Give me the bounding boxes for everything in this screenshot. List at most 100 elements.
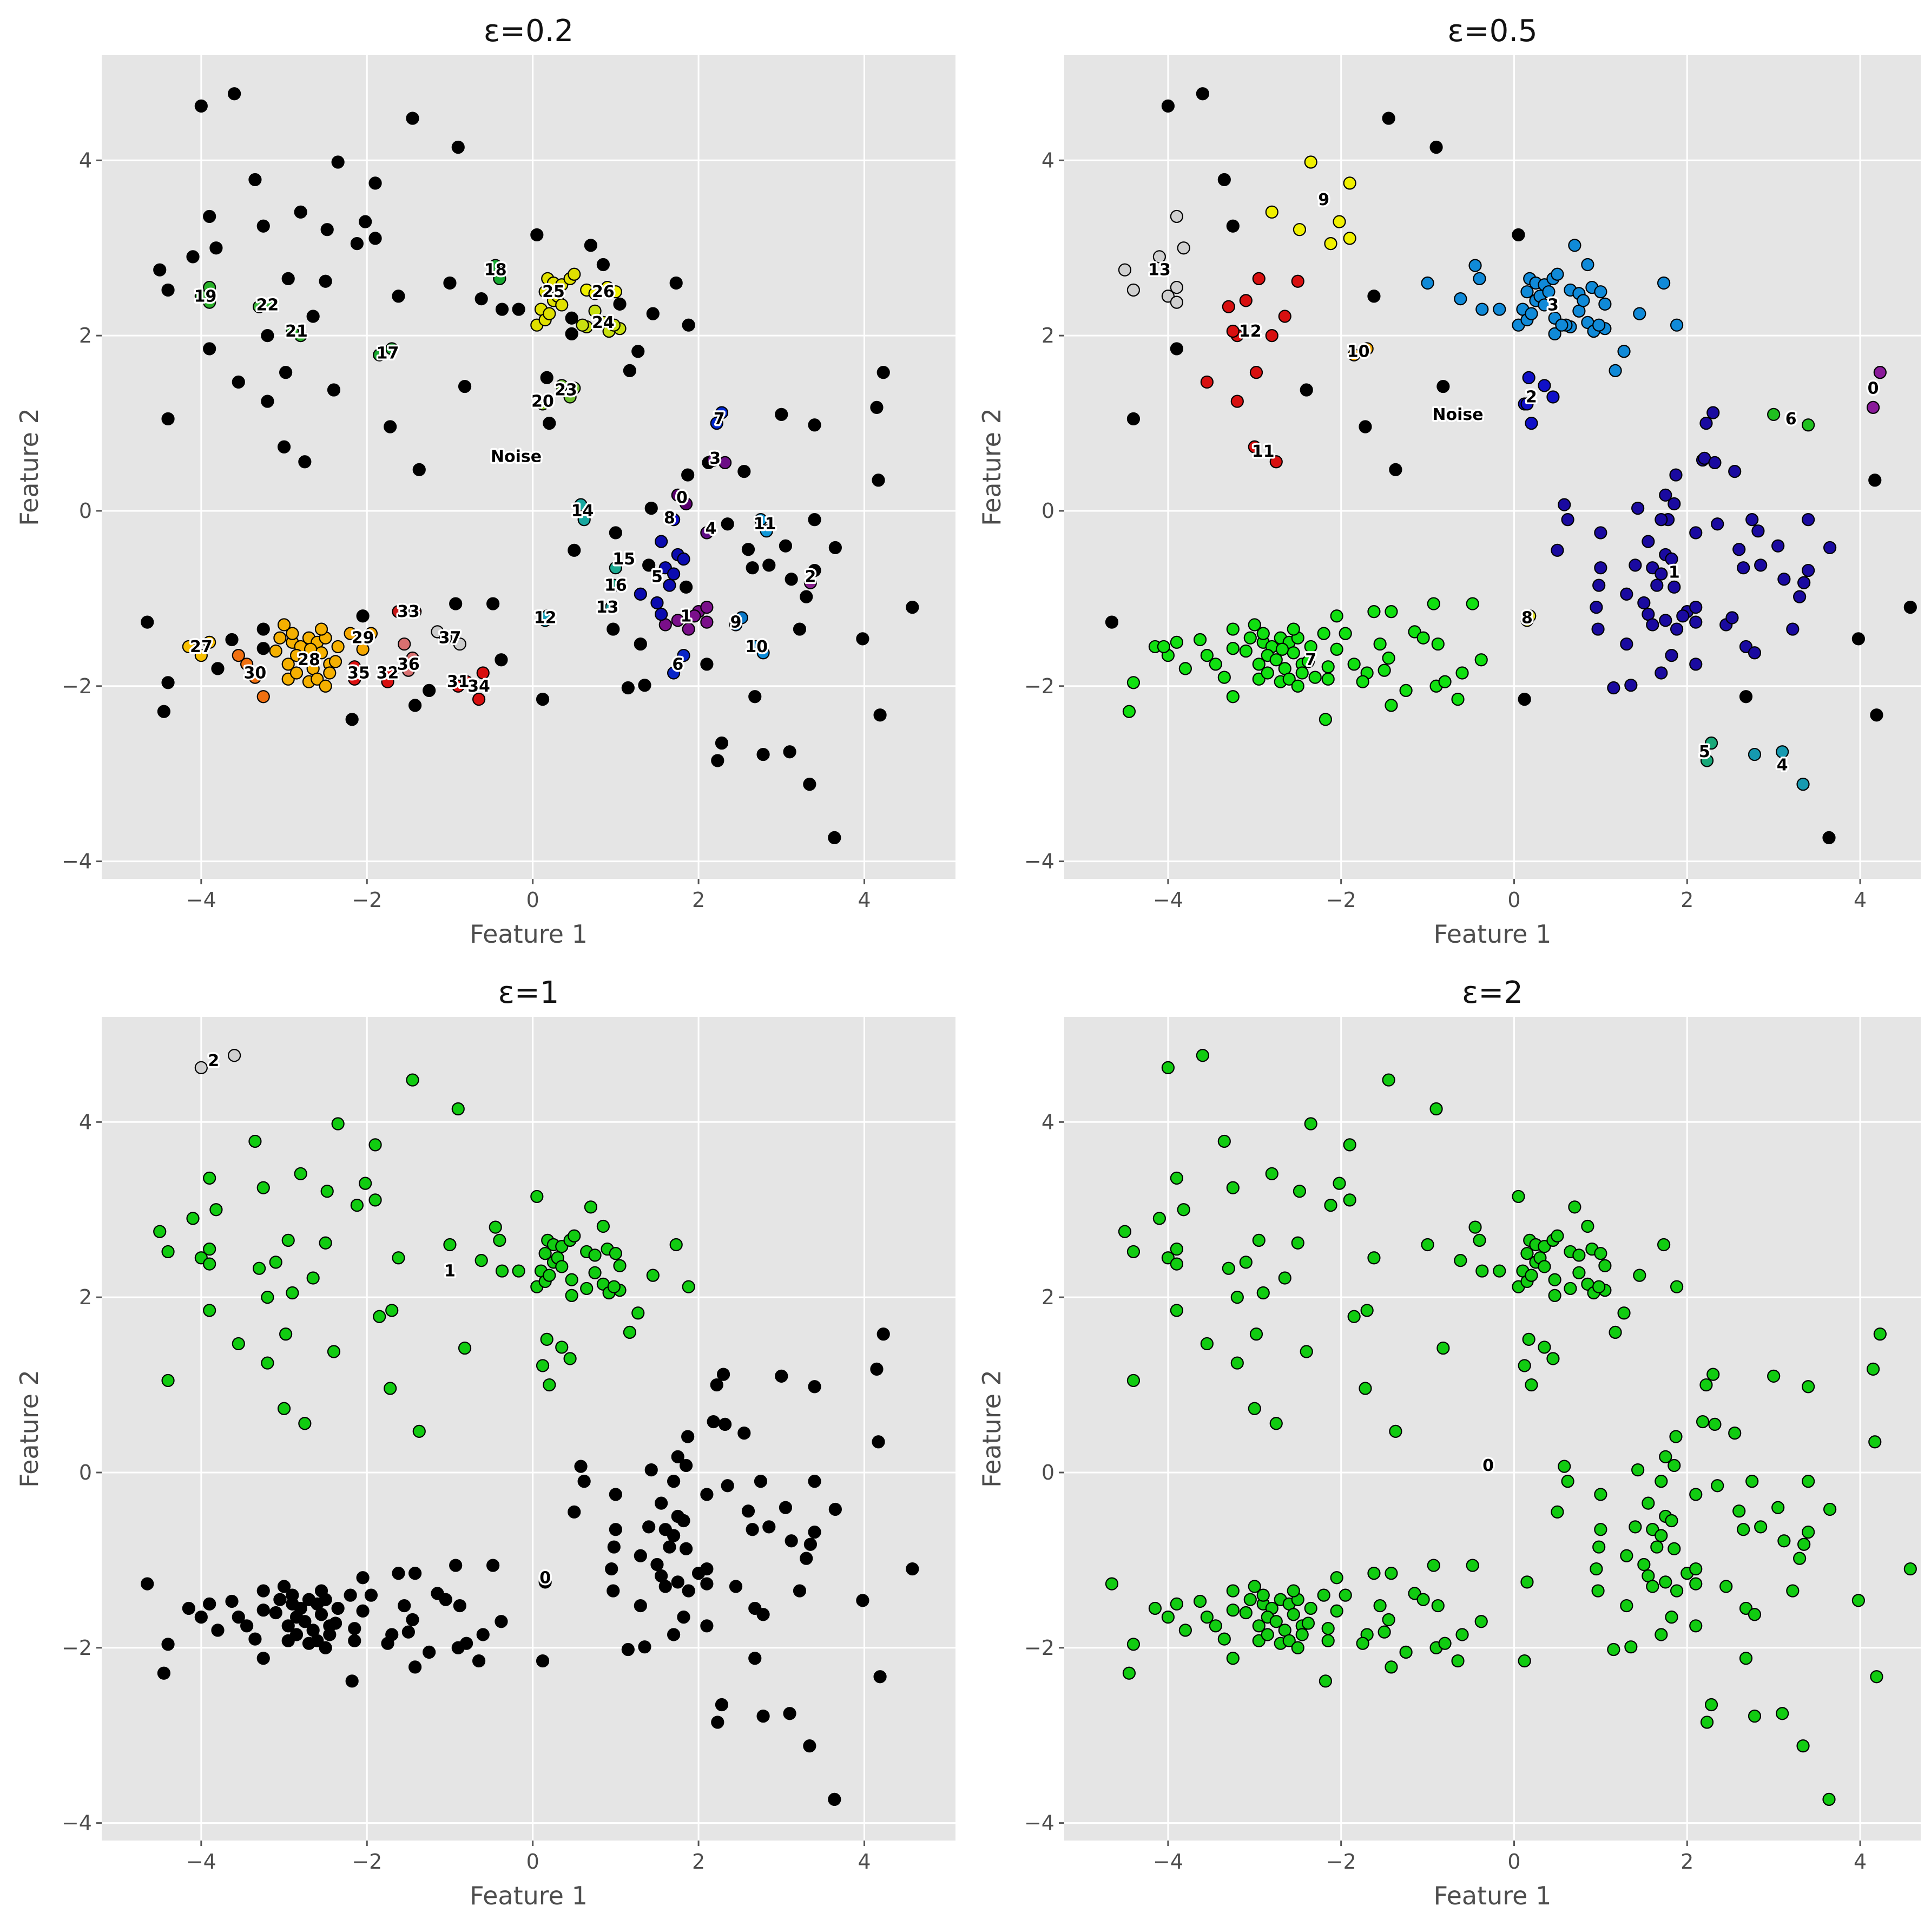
cluster-5 xyxy=(1700,736,1718,767)
data-point xyxy=(715,406,729,419)
subplot-title: ε=1 xyxy=(498,975,559,1010)
data-point xyxy=(681,468,695,482)
subplot-3: −4 −2 0 2 4 −4 −2 0 2 4 0 1 2 ε=1 Feature 1 Feature 2 xyxy=(15,975,955,1910)
data-point xyxy=(1796,778,1810,791)
data-point xyxy=(1126,1245,1141,1259)
data-point xyxy=(1594,1247,1607,1260)
x-tick-label: 0 xyxy=(1507,888,1520,912)
y-tick-label: 0 xyxy=(1042,1461,1055,1484)
data-point xyxy=(489,1220,502,1234)
data-point xyxy=(1823,541,1837,555)
data-point xyxy=(1475,1264,1489,1278)
plot-area xyxy=(102,55,955,879)
data-point xyxy=(1520,285,1534,299)
data-point xyxy=(1226,219,1240,233)
data-point xyxy=(1293,1185,1307,1198)
data-point xyxy=(634,637,647,651)
data-point xyxy=(211,1624,225,1637)
data-point xyxy=(1771,1501,1785,1514)
data-point xyxy=(808,563,821,577)
data-point xyxy=(1265,329,1278,343)
cluster-label: 27 xyxy=(190,638,213,656)
data-point xyxy=(1568,1200,1581,1214)
data-point xyxy=(655,607,668,621)
data-point xyxy=(1802,563,1815,577)
data-point xyxy=(609,526,622,540)
data-point xyxy=(800,1552,813,1565)
data-point xyxy=(1592,1280,1606,1293)
data-point xyxy=(671,488,684,502)
data-point xyxy=(306,310,320,323)
data-point xyxy=(1525,307,1538,320)
data-point xyxy=(453,637,466,651)
cluster-label: 24 xyxy=(592,313,615,332)
data-point xyxy=(1269,455,1283,469)
data-point xyxy=(605,600,618,614)
data-point xyxy=(1581,1219,1594,1233)
data-point xyxy=(319,1641,332,1654)
data-point xyxy=(1777,573,1791,586)
data-point xyxy=(1655,567,1668,581)
data-point xyxy=(721,1479,734,1493)
data-point xyxy=(623,1325,637,1339)
cluster-label: 11 xyxy=(754,515,776,534)
data-point xyxy=(364,627,378,640)
cluster-8 xyxy=(667,513,681,527)
data-point xyxy=(775,408,788,421)
data-point xyxy=(194,1061,208,1075)
data-point xyxy=(286,1588,299,1602)
data-point xyxy=(679,580,693,594)
data-point xyxy=(186,1212,200,1225)
data-point xyxy=(1776,745,1789,759)
data-point xyxy=(486,1559,500,1572)
data-point xyxy=(1170,209,1183,224)
data-point xyxy=(530,228,544,242)
data-point xyxy=(682,1280,695,1293)
data-point xyxy=(348,672,361,686)
data-point xyxy=(1438,675,1452,688)
data-point xyxy=(459,1637,473,1650)
cluster-31 xyxy=(451,675,473,693)
data-point xyxy=(1304,640,1317,654)
data-point xyxy=(607,1584,620,1598)
data-point xyxy=(1243,631,1257,645)
data-point xyxy=(565,1289,578,1302)
data-point xyxy=(327,1345,341,1358)
x-axis-label: Feature 1 xyxy=(470,919,588,949)
data-point xyxy=(1170,342,1183,356)
data-point xyxy=(1177,1203,1190,1217)
cluster-22 xyxy=(252,298,274,313)
cluster-label: 30 xyxy=(244,664,267,683)
data-point xyxy=(555,1340,569,1354)
data-point xyxy=(1669,1430,1683,1443)
data-point xyxy=(1248,618,1261,632)
data-point xyxy=(1339,627,1352,640)
data-point xyxy=(1493,303,1506,316)
data-point xyxy=(808,1525,821,1539)
data-point xyxy=(1631,1463,1645,1477)
data-point xyxy=(1564,1282,1577,1296)
cluster-0 xyxy=(141,1328,919,1806)
cluster-label: 8 xyxy=(1521,608,1533,627)
data-point xyxy=(356,609,370,623)
data-point xyxy=(277,618,291,632)
data-point xyxy=(1802,1475,1815,1488)
data-point xyxy=(565,311,578,325)
data-point xyxy=(658,1580,672,1593)
data-point xyxy=(298,653,312,667)
cluster-label: 22 xyxy=(256,295,279,314)
data-point xyxy=(1745,1475,1759,1488)
data-point xyxy=(1771,539,1785,553)
data-point xyxy=(286,1286,299,1300)
data-point xyxy=(1706,406,1720,419)
data-point xyxy=(1451,1654,1465,1668)
cluster-23 xyxy=(555,379,581,404)
data-point xyxy=(443,1238,457,1252)
data-point xyxy=(1455,666,1469,680)
data-point xyxy=(1512,228,1525,242)
data-point xyxy=(1594,561,1607,575)
y-axis-label: Feature 2 xyxy=(15,1370,44,1488)
y-tick-label: 0 xyxy=(79,499,92,523)
cluster-label: 15 xyxy=(612,550,635,569)
data-point xyxy=(568,382,581,395)
